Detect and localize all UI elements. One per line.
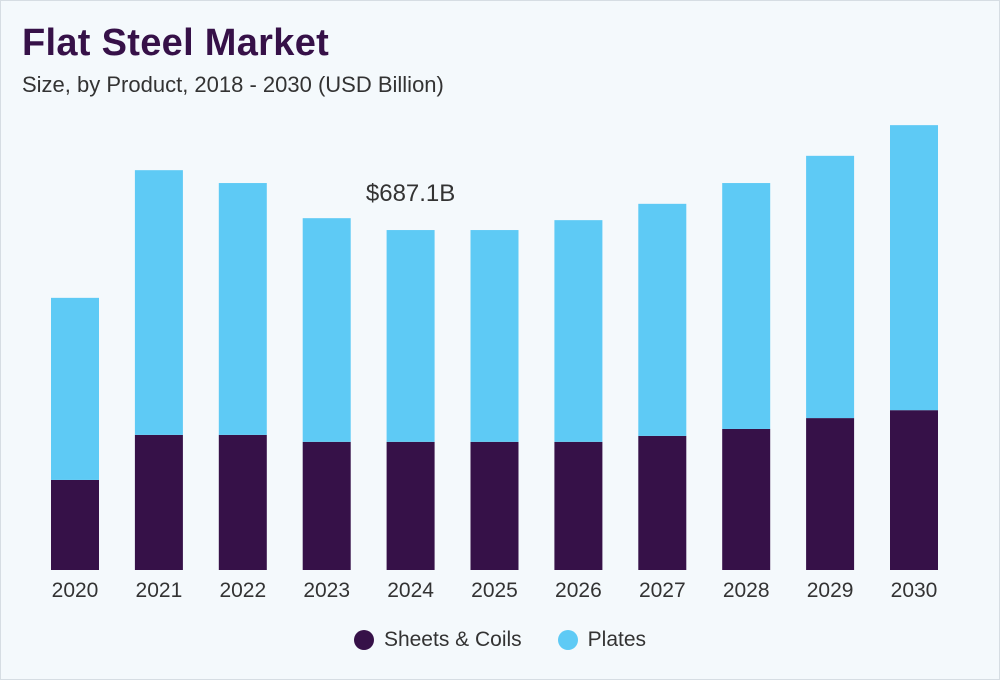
bar-plates-2027 bbox=[638, 203, 687, 436]
bar-plates-2023 bbox=[302, 218, 351, 442]
bar-plates-2030 bbox=[890, 125, 938, 411]
x-tick-label: 2023 bbox=[303, 579, 350, 602]
chart-subtitle: Size, by Product, 2018 - 2030 (USD Billi… bbox=[22, 72, 444, 97]
x-tick-label: 2026 bbox=[555, 579, 602, 602]
bar-sheets-coils-2020 bbox=[51, 479, 99, 570]
x-tick-label: 2030 bbox=[891, 579, 938, 602]
x-tick-label: 2029 bbox=[807, 579, 854, 602]
bar-plates-2024 bbox=[386, 230, 435, 442]
legend-item-sheets-coils: Sheets & Coils bbox=[353, 628, 522, 652]
chart-title: Flat Steel Market bbox=[22, 22, 330, 64]
x-tick-label: 2028 bbox=[723, 579, 770, 602]
legend: Sheets & Coils Plates bbox=[0, 628, 1000, 652]
bar-plates-2021 bbox=[134, 170, 183, 435]
bar-plates-2020 bbox=[51, 297, 99, 480]
x-tick-label: 2027 bbox=[639, 579, 686, 602]
bar-sheets-coils-2028 bbox=[722, 428, 771, 570]
bar-sheets-coils-2023 bbox=[302, 441, 351, 570]
bar-sheets-coils-2027 bbox=[638, 435, 687, 570]
bar-plates-2022 bbox=[218, 183, 267, 435]
bar-plates-2025 bbox=[470, 230, 519, 442]
legend-label: Plates bbox=[587, 628, 647, 651]
legend-swatch-sheets-coils bbox=[353, 630, 374, 650]
legend-item-plates: Plates bbox=[557, 628, 647, 652]
x-tick-label: 2025 bbox=[471, 579, 518, 602]
bar-sheets-coils-2029 bbox=[806, 418, 855, 570]
bar-sheets-coils-2022 bbox=[218, 434, 267, 570]
bar-plates-2029 bbox=[806, 155, 855, 419]
bar-plates-2028 bbox=[722, 183, 771, 429]
legend-label: Sheets & Coils bbox=[383, 628, 522, 651]
data-label-annotation: $687.1B bbox=[366, 180, 455, 207]
bar-sheets-coils-2026 bbox=[554, 441, 603, 570]
bar-sheets-coils-2021 bbox=[134, 434, 183, 570]
bar-sheets-coils-2024 bbox=[386, 441, 435, 570]
bar-sheets-coils-2030 bbox=[890, 410, 938, 570]
x-tick-label: 2020 bbox=[52, 579, 99, 602]
legend-swatch-plates bbox=[557, 630, 578, 650]
x-tick-label: 2021 bbox=[136, 579, 183, 602]
x-tick-label: 2022 bbox=[219, 579, 266, 602]
x-tick-label: 2024 bbox=[387, 579, 434, 602]
bar-sheets-coils-2025 bbox=[470, 441, 519, 570]
bar-plates-2026 bbox=[554, 220, 603, 442]
